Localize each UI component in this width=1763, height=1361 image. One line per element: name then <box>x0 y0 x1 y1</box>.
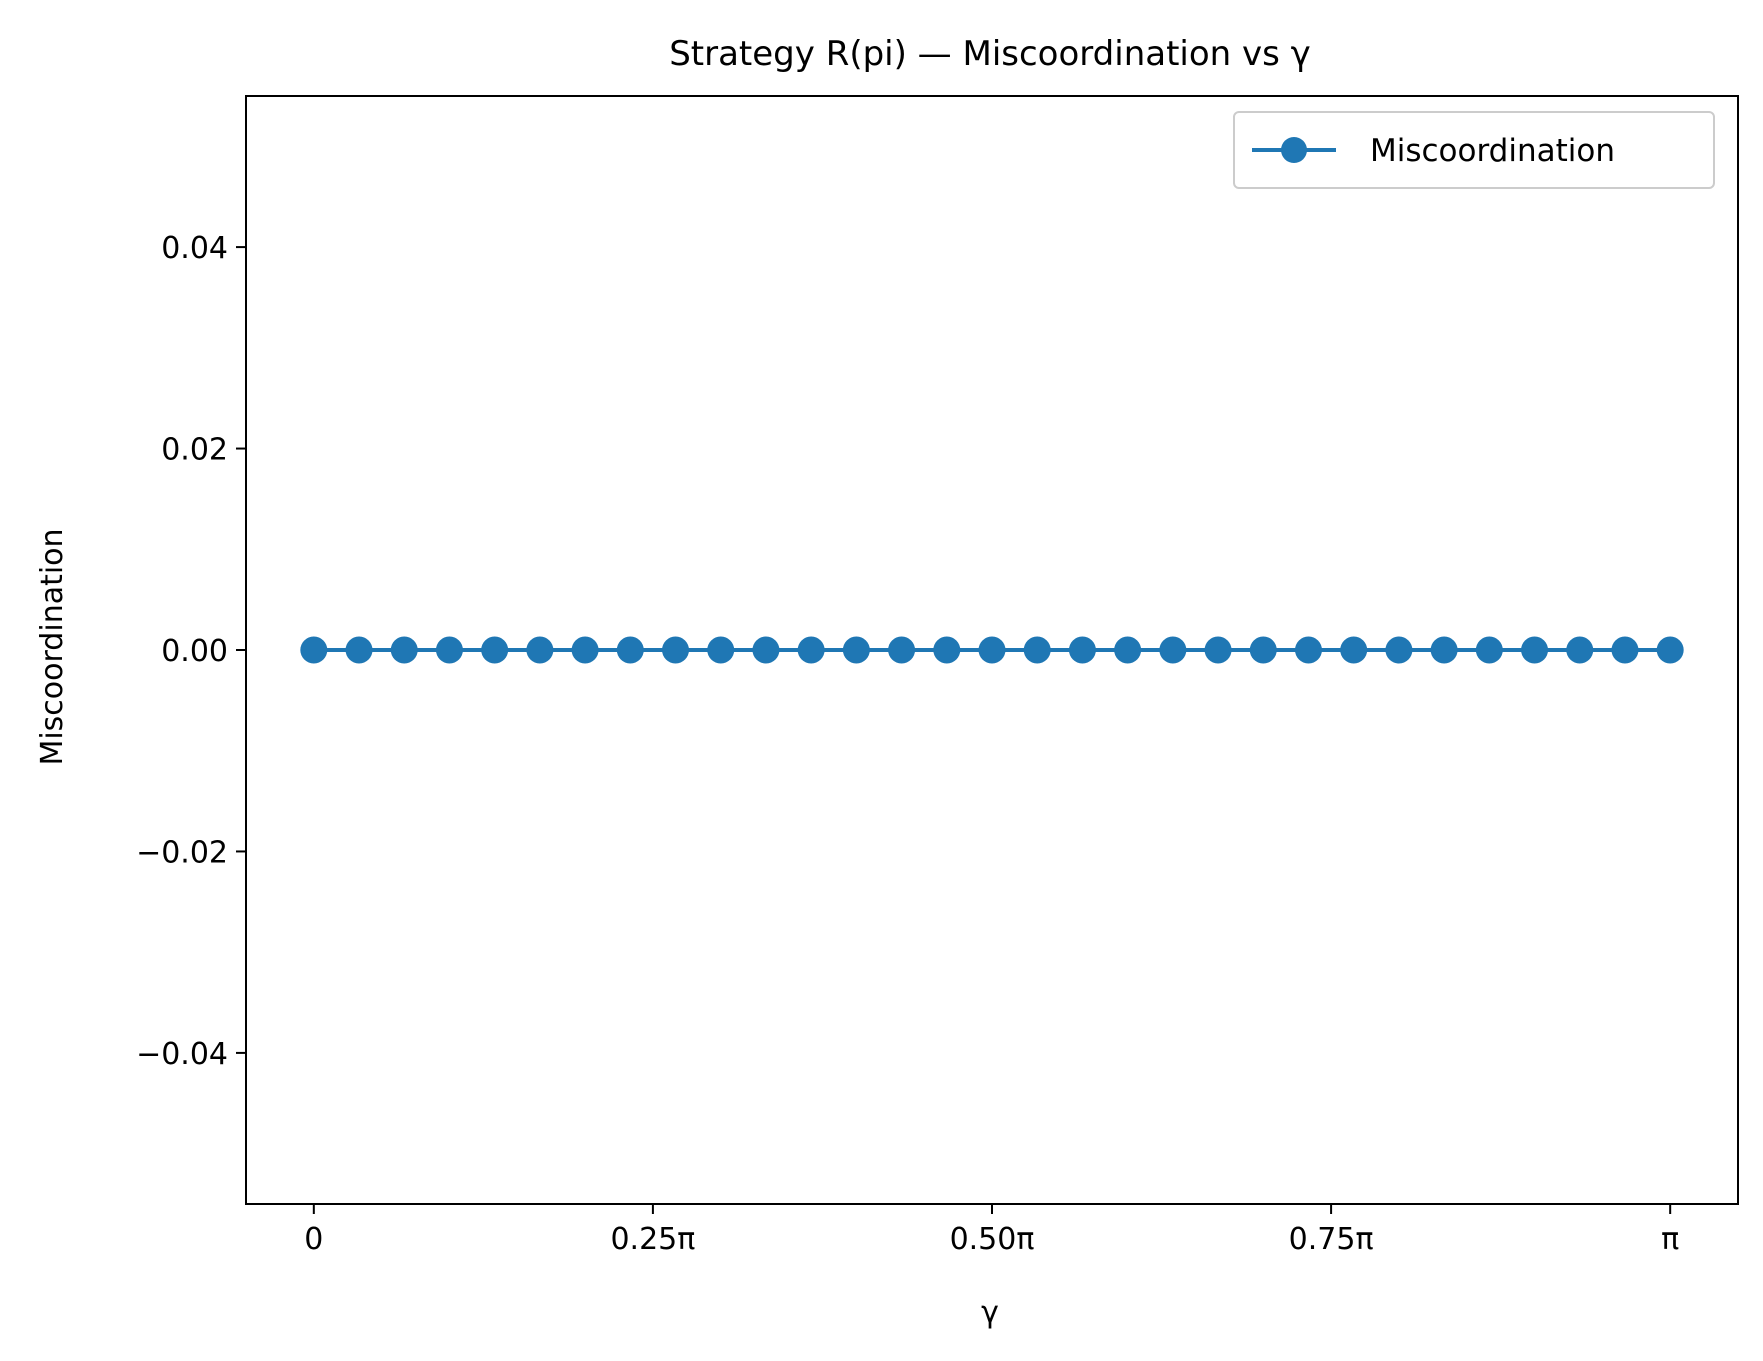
x-axis-label: γ <box>981 1295 999 1330</box>
legend-marker-icon <box>1281 137 1307 163</box>
y-tick-label: −0.02 <box>136 835 228 870</box>
data-point <box>526 636 554 664</box>
data-point <box>481 636 509 664</box>
data-point <box>842 636 870 664</box>
x-tick-label: 0.50π <box>950 1222 1035 1257</box>
data-point <box>1204 636 1232 664</box>
y-tick-label: 0.04 <box>161 231 228 266</box>
data-point <box>978 636 1006 664</box>
y-tick-label: 0.02 <box>161 433 228 468</box>
x-tick-label: 0 <box>304 1222 323 1257</box>
legend: Miscoordination <box>1233 111 1715 189</box>
plot-area: 0 0.25π 0.50π 0.75π π 0.04 0.02 0.00 −0.02 −0.04 <box>136 95 1739 1257</box>
data-point <box>752 636 780 664</box>
y-tick-label: 0.00 <box>161 634 228 669</box>
data-point <box>1340 636 1368 664</box>
x-tick-label: 0.75π <box>1289 1222 1374 1257</box>
data-point <box>616 636 644 664</box>
x-tick-label: 0.25π <box>610 1222 695 1257</box>
legend-box <box>1233 111 1715 189</box>
data-point <box>345 636 373 664</box>
data-point <box>1249 636 1277 664</box>
data-point <box>1611 636 1639 664</box>
chart-title: Strategy R(pi) — Miscoordination vs γ <box>669 34 1311 74</box>
y-tick-label: −0.04 <box>136 1037 228 1072</box>
data-point <box>797 636 825 664</box>
data-point <box>1521 636 1549 664</box>
data-point <box>707 636 735 664</box>
data-point <box>1068 636 1096 664</box>
data-point <box>1566 636 1594 664</box>
data-point <box>1159 636 1187 664</box>
data-point <box>390 636 418 664</box>
data-point <box>1023 636 1051 664</box>
data-point <box>888 636 916 664</box>
data-point <box>933 636 961 664</box>
data-point <box>1114 636 1142 664</box>
y-axis-label: Miscoordination <box>35 528 70 765</box>
data-point <box>435 636 463 664</box>
data-point <box>1656 636 1684 664</box>
legend-label: Miscoordination <box>1370 133 1615 169</box>
data-point <box>1385 636 1413 664</box>
data-point <box>571 636 599 664</box>
data-point <box>300 636 328 664</box>
data-point <box>1475 636 1503 664</box>
data-point <box>1430 636 1458 664</box>
data-point <box>1294 636 1322 664</box>
data-point <box>662 636 690 664</box>
x-tick-label: π <box>1661 1222 1679 1257</box>
